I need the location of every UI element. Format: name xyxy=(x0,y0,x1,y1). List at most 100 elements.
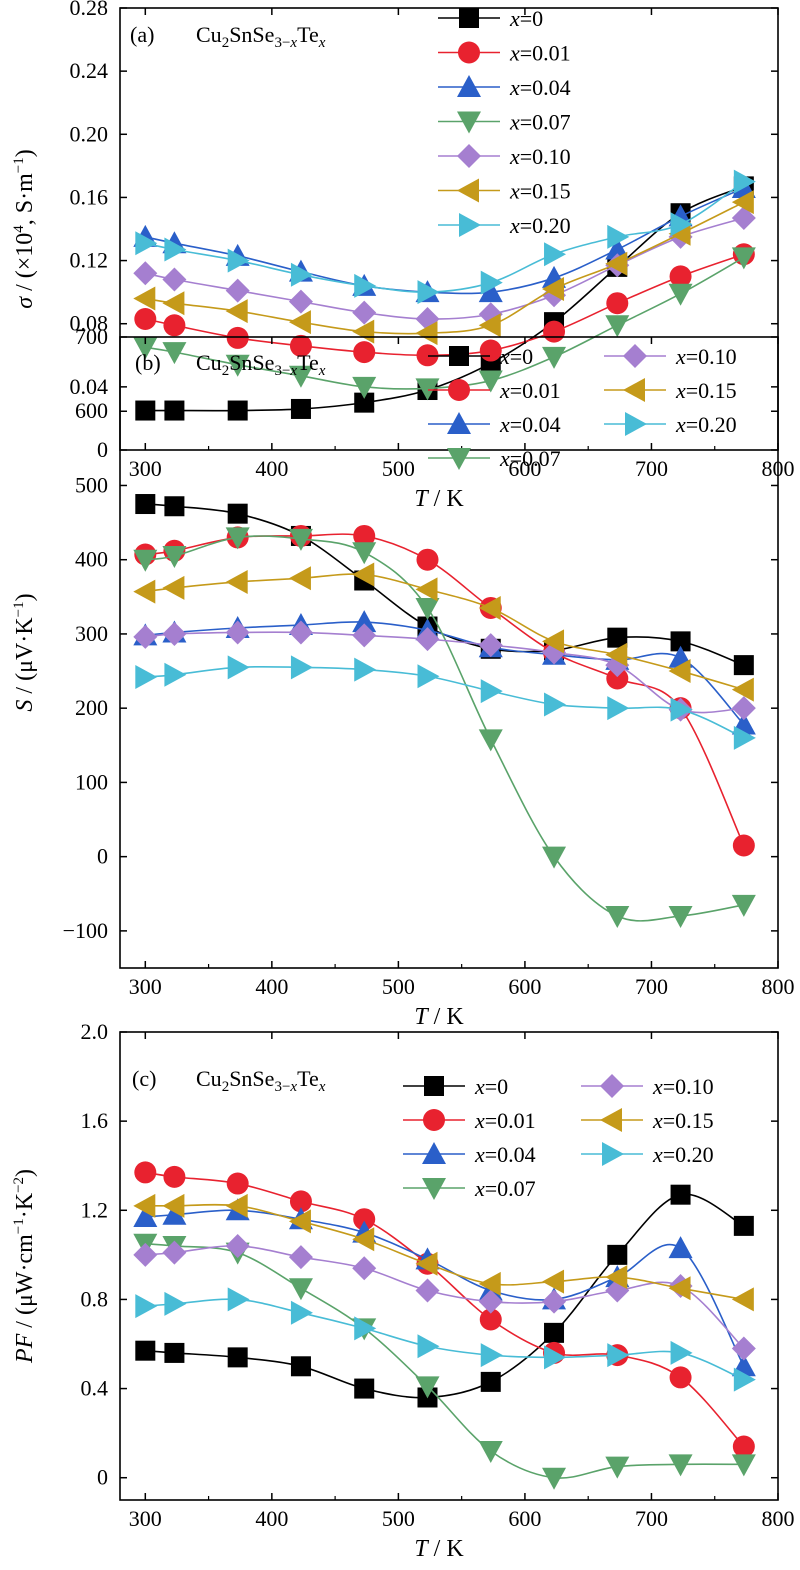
y-tick-label: 0 xyxy=(97,1465,108,1490)
data-point xyxy=(227,1287,250,1312)
x-tick-label: 500 xyxy=(382,974,415,999)
data-point xyxy=(731,1287,754,1312)
legend-marker xyxy=(457,111,481,134)
series-x-0_20 xyxy=(135,655,756,750)
y-tick-label: 0.08 xyxy=(70,311,109,336)
legend-marker xyxy=(447,448,471,470)
chart-title: Cu2SnSe3−xTex xyxy=(196,350,326,379)
legend-marker xyxy=(422,1178,446,1200)
y-tick-label: 0.12 xyxy=(70,248,109,273)
data-point xyxy=(164,400,185,421)
data-point xyxy=(731,677,754,702)
legend-item: x=0 xyxy=(403,1074,508,1099)
data-point xyxy=(162,267,187,292)
y-tick-label: 2.0 xyxy=(81,1019,109,1044)
legend-item: x=0.20 xyxy=(581,1142,714,1167)
y-tick-label: 100 xyxy=(75,769,108,794)
data-point xyxy=(133,624,158,649)
data-point xyxy=(288,289,313,314)
data-point xyxy=(415,597,440,620)
y-tick-label: 0.28 xyxy=(70,0,109,20)
series-x-0_07 xyxy=(133,1233,756,1490)
series-line xyxy=(145,1209,745,1367)
legend-item: x=0 xyxy=(428,344,533,369)
data-point xyxy=(478,633,503,658)
data-point xyxy=(288,1245,313,1270)
data-point xyxy=(354,657,377,682)
y-tick-label: 600 xyxy=(75,398,108,423)
data-point xyxy=(478,313,501,338)
y-axis-title: S / (μV·K−1) xyxy=(11,593,38,711)
data-point xyxy=(352,562,375,587)
x-tick-label: 400 xyxy=(255,456,288,481)
legend-label: x=0.01 xyxy=(509,41,571,66)
data-point xyxy=(480,270,503,295)
data-point xyxy=(543,320,566,343)
data-point xyxy=(542,1289,567,1314)
legend-item: x=0.04 xyxy=(403,1142,536,1167)
legend-marker xyxy=(623,378,645,402)
data-point xyxy=(668,1454,693,1477)
data-point xyxy=(162,1193,185,1218)
legend-label: x=0.10 xyxy=(675,344,737,369)
series-x-0_07 xyxy=(133,527,756,929)
legend-item: x=0 xyxy=(438,6,543,31)
data-point xyxy=(134,1161,157,1184)
legend-label: x=0.01 xyxy=(499,378,561,403)
x-axis-title: T / K xyxy=(414,1536,464,1562)
data-point xyxy=(668,1236,693,1259)
data-point xyxy=(162,342,187,365)
data-point xyxy=(607,1343,630,1368)
data-point xyxy=(417,280,440,305)
chart-panel-a: 300 400 500 600 700 80000.040.080.120.160.200… xyxy=(11,0,795,512)
data-point xyxy=(352,1256,377,1281)
data-point xyxy=(480,679,503,704)
data-point xyxy=(288,566,311,591)
data-point xyxy=(352,376,377,399)
data-point xyxy=(288,1209,311,1234)
legend-marker xyxy=(625,412,647,436)
panel-label: (c) xyxy=(132,1066,156,1091)
data-point xyxy=(544,242,567,267)
data-point xyxy=(542,629,565,654)
data-point xyxy=(135,1294,158,1319)
data-point xyxy=(226,1172,249,1195)
data-point xyxy=(288,1278,313,1301)
legend-item: x=0.01 xyxy=(438,41,571,66)
data-point xyxy=(668,906,693,929)
panel-label: (b) xyxy=(135,350,161,375)
legend-label: x=0.04 xyxy=(509,75,571,100)
data-point xyxy=(542,276,565,301)
data-point xyxy=(417,1334,440,1359)
series-line xyxy=(145,180,745,293)
data-point xyxy=(225,299,248,324)
data-point xyxy=(225,1233,250,1258)
data-point xyxy=(162,1240,187,1265)
y-tick-label: 0.16 xyxy=(70,184,109,209)
data-point xyxy=(290,1300,313,1325)
legend-marker xyxy=(458,41,480,64)
legend: x=0 x=0.01 x=0.04 x=0.07 x=0.10 x=0.15 x=0.20 xyxy=(438,6,571,238)
data-point xyxy=(479,339,502,362)
data-point xyxy=(227,655,250,680)
data-point xyxy=(669,1366,692,1389)
data-point xyxy=(415,1278,440,1303)
data-point xyxy=(290,398,311,419)
data-point xyxy=(731,894,756,917)
x-tick-label: 600 xyxy=(508,1506,541,1531)
data-point xyxy=(225,1193,248,1218)
legend-label: x=0.15 xyxy=(675,378,737,403)
data-point xyxy=(415,577,438,602)
data-point xyxy=(352,623,377,648)
legend-label: x=0.07 xyxy=(499,446,561,471)
data-point xyxy=(731,1336,756,1361)
data-point xyxy=(605,906,630,929)
data-point xyxy=(733,1367,756,1392)
data-point xyxy=(417,664,440,689)
legend-label: x=0 xyxy=(499,344,533,369)
data-point xyxy=(225,354,250,377)
legend-item: x=0.10 xyxy=(438,144,571,169)
legend-label: x=0.20 xyxy=(509,213,571,238)
y-tick-label: 400 xyxy=(75,547,108,572)
data-point xyxy=(354,1378,375,1399)
